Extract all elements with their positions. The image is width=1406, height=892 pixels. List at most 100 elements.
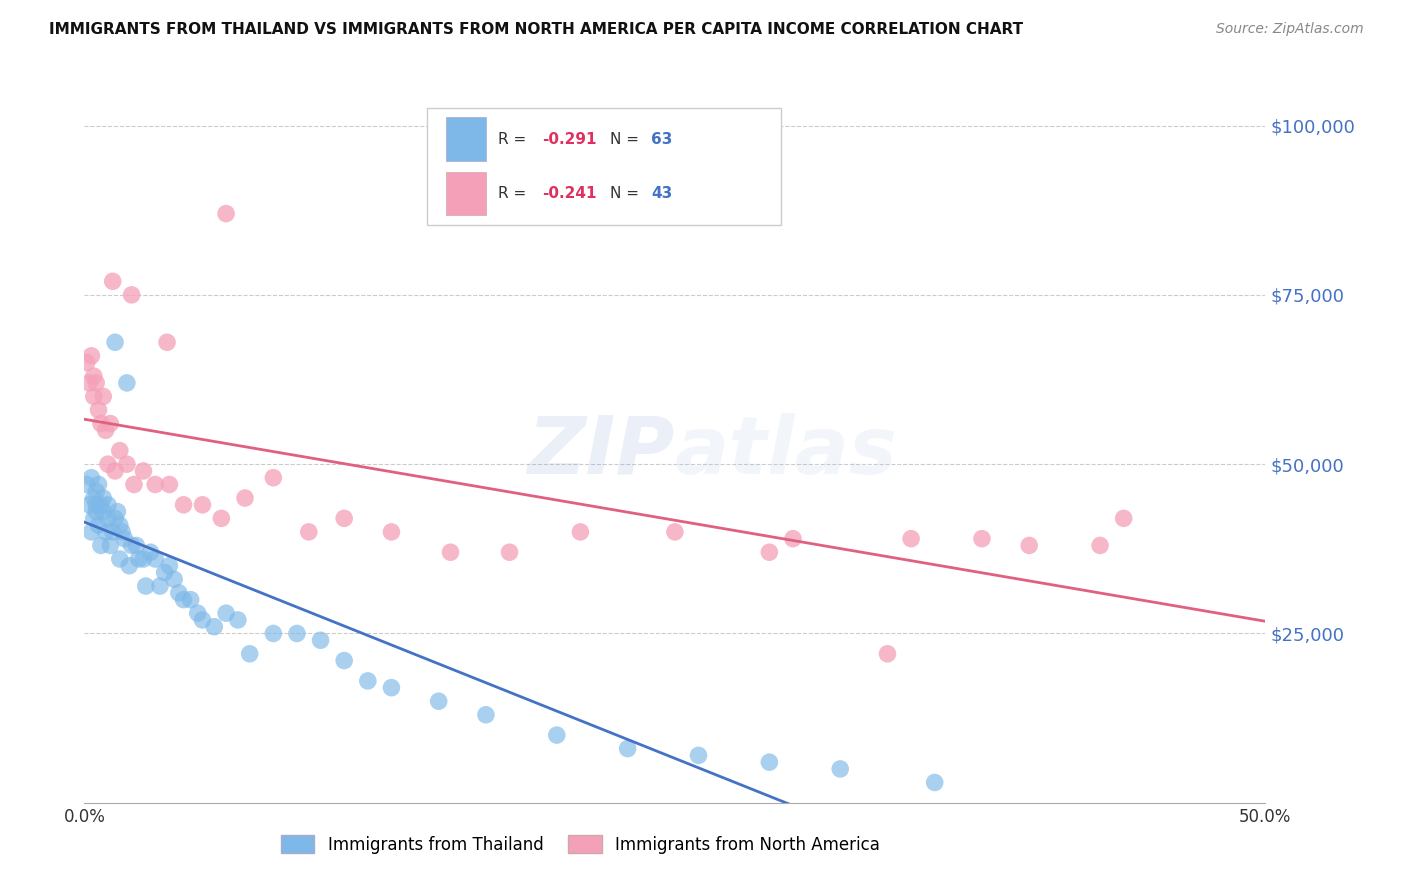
Point: [115, 376, 138, 390]
Point: [104, 464, 127, 478]
Text: ZIP: ZIP: [527, 413, 675, 491]
Point: [84, 376, 107, 390]
Point: [157, 558, 180, 573]
Point: [163, 572, 186, 586]
FancyBboxPatch shape: [446, 172, 486, 216]
Point: [114, 532, 136, 546]
Text: R =: R =: [498, 186, 531, 202]
Point: [94, 524, 117, 539]
Point: [758, 755, 780, 769]
Point: [84, 505, 107, 519]
Point: [191, 498, 214, 512]
Point: [262, 471, 284, 485]
Point: [149, 579, 172, 593]
Point: [107, 505, 129, 519]
Point: [970, 532, 993, 546]
Point: [1112, 511, 1135, 525]
Point: [90, 498, 112, 512]
Point: [380, 524, 402, 539]
Point: [180, 592, 202, 607]
Point: [87, 477, 110, 491]
Point: [132, 552, 155, 566]
Text: atlas: atlas: [675, 413, 897, 491]
Legend: Immigrants from Thailand, Immigrants from North America: Immigrants from Thailand, Immigrants fro…: [274, 829, 887, 860]
Point: [101, 524, 124, 539]
Point: [285, 626, 308, 640]
Point: [191, 613, 214, 627]
Point: [439, 545, 461, 559]
Point: [104, 335, 127, 350]
Point: [924, 775, 946, 789]
Point: [830, 762, 852, 776]
Text: -0.241: -0.241: [543, 186, 598, 202]
Point: [121, 538, 143, 552]
Point: [121, 288, 143, 302]
Text: R =: R =: [498, 131, 531, 146]
Point: [1088, 538, 1111, 552]
Point: [108, 518, 131, 533]
Point: [309, 633, 332, 648]
Point: [98, 417, 121, 431]
Point: [758, 545, 780, 559]
Point: [664, 524, 686, 539]
Point: [357, 673, 380, 688]
Point: [97, 457, 120, 471]
Point: [876, 647, 898, 661]
Point: [156, 335, 179, 350]
Point: [132, 464, 155, 478]
Point: [125, 538, 148, 552]
Point: [139, 545, 162, 559]
Point: [427, 694, 450, 708]
Point: [91, 505, 114, 519]
Point: [83, 369, 105, 384]
Point: [80, 471, 103, 485]
Point: [616, 741, 638, 756]
Point: [108, 443, 131, 458]
Point: [80, 524, 103, 539]
Point: [475, 707, 498, 722]
Point: [546, 728, 568, 742]
Point: [83, 491, 105, 505]
Text: 43: 43: [651, 186, 672, 202]
Point: [77, 376, 100, 390]
Point: [298, 524, 321, 539]
Text: N =: N =: [610, 131, 644, 146]
Point: [97, 511, 120, 525]
Point: [104, 511, 127, 525]
Point: [498, 545, 520, 559]
Point: [167, 586, 190, 600]
Point: [782, 532, 804, 546]
Point: [91, 389, 114, 403]
FancyBboxPatch shape: [446, 118, 486, 161]
FancyBboxPatch shape: [427, 108, 782, 225]
Text: Source: ZipAtlas.com: Source: ZipAtlas.com: [1216, 22, 1364, 37]
Point: [83, 511, 105, 525]
Point: [84, 484, 107, 499]
Point: [202, 620, 225, 634]
Point: [76, 355, 98, 369]
Point: [84, 498, 107, 512]
Text: IMMIGRANTS FROM THAILAND VS IMMIGRANTS FROM NORTH AMERICA PER CAPITA INCOME CORR: IMMIGRANTS FROM THAILAND VS IMMIGRANTS F…: [49, 22, 1024, 37]
Point: [97, 498, 120, 512]
Point: [143, 477, 166, 491]
Point: [101, 274, 124, 288]
Point: [1018, 538, 1040, 552]
Point: [91, 491, 114, 505]
Point: [239, 647, 262, 661]
Point: [173, 592, 195, 607]
Point: [135, 579, 157, 593]
Point: [94, 423, 117, 437]
Point: [333, 654, 356, 668]
Point: [118, 558, 141, 573]
Point: [108, 552, 131, 566]
Point: [226, 613, 249, 627]
Point: [87, 518, 110, 533]
Point: [98, 538, 121, 552]
Point: [900, 532, 922, 546]
Point: [80, 349, 103, 363]
Point: [143, 552, 166, 566]
Point: [90, 417, 112, 431]
Point: [233, 491, 256, 505]
Point: [688, 748, 710, 763]
Point: [380, 681, 402, 695]
